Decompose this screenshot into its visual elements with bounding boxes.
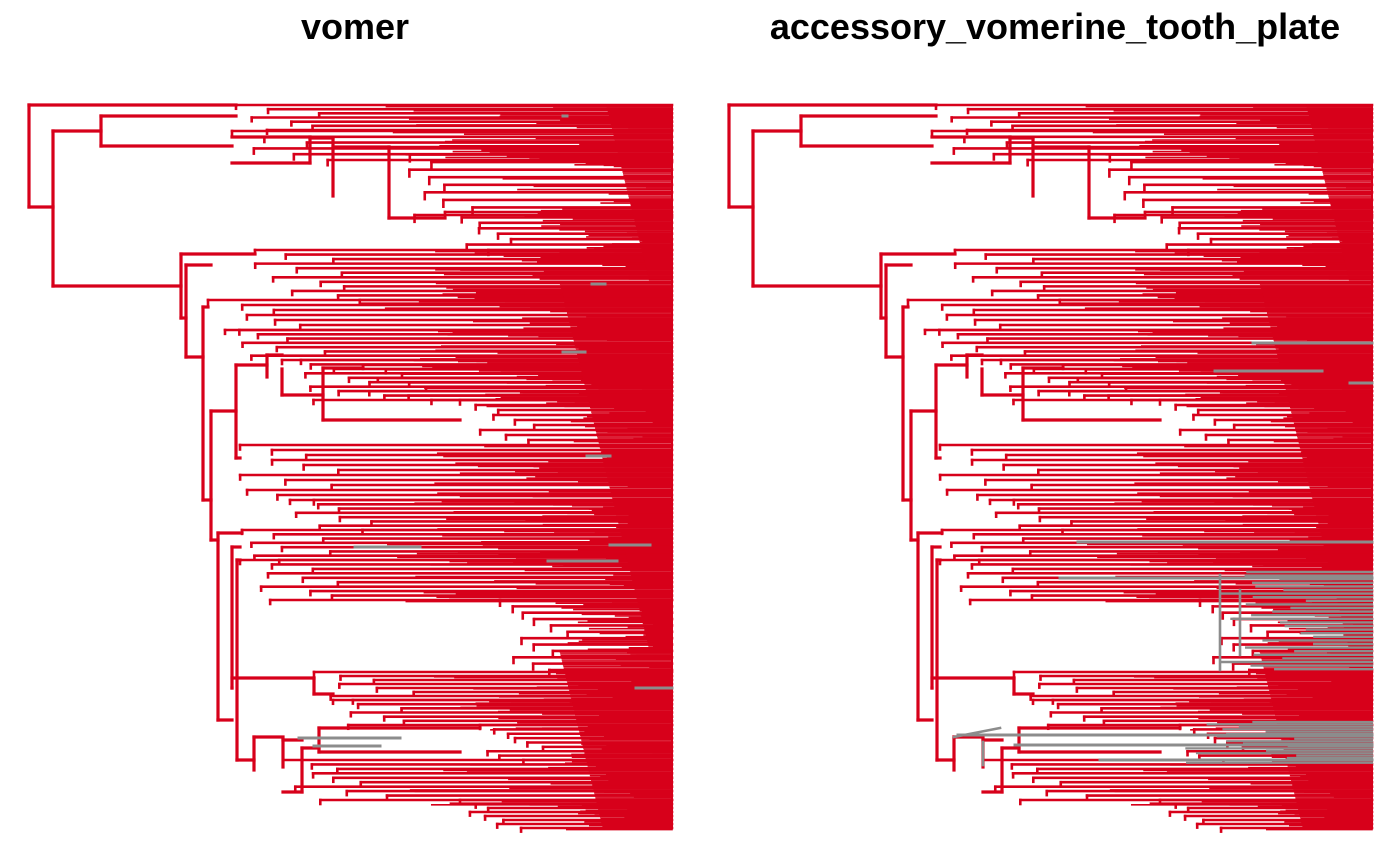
tree-branch-alt-state bbox=[952, 726, 1002, 739]
phylogeny-tree-vomer bbox=[27, 103, 674, 833]
panel-title-vomer: vomer bbox=[300, 6, 410, 47]
panel-title-accessory-vomerine-tooth-plate: accessory_vomerine_tooth_plate bbox=[769, 6, 1341, 47]
phylogeny-tree-accessory-vomerine-tooth-plate bbox=[727, 103, 1374, 833]
